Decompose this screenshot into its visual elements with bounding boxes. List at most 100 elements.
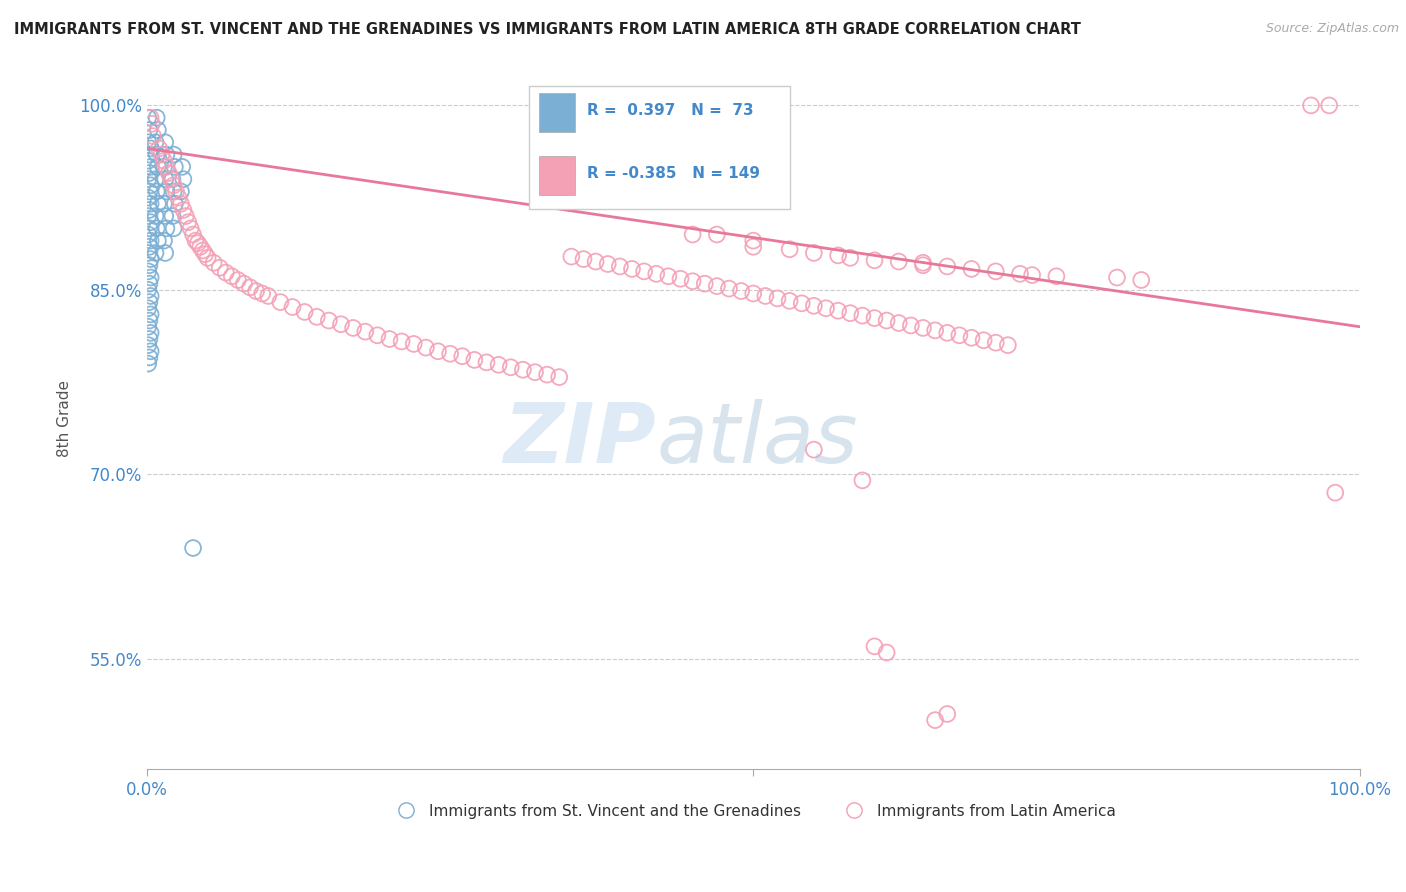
Point — [936, 326, 959, 340]
Point — [139, 141, 162, 155]
Point — [742, 234, 765, 248]
Point — [167, 191, 190, 205]
Point — [973, 333, 995, 347]
Point — [163, 178, 186, 193]
Point — [572, 252, 595, 266]
Point — [221, 269, 243, 284]
Point — [887, 316, 910, 330]
Point — [439, 347, 461, 361]
Point — [150, 147, 173, 161]
Point — [318, 313, 340, 327]
Point — [499, 360, 522, 375]
FancyBboxPatch shape — [529, 86, 790, 209]
Point — [191, 244, 214, 258]
Point — [136, 319, 159, 334]
Point — [145, 111, 167, 125]
Point — [402, 337, 425, 351]
Point — [281, 300, 304, 314]
Point — [657, 269, 679, 284]
Point — [139, 326, 162, 340]
Point — [269, 295, 291, 310]
Point — [851, 309, 873, 323]
Point — [936, 260, 959, 274]
Point — [177, 215, 200, 229]
Point — [194, 247, 217, 261]
Point — [1008, 267, 1031, 281]
Point — [155, 221, 177, 235]
Point — [863, 640, 886, 654]
Point — [184, 234, 207, 248]
Point — [138, 351, 160, 365]
Point — [142, 129, 165, 144]
Point — [851, 474, 873, 488]
Point — [145, 147, 167, 161]
Point — [136, 283, 159, 297]
Point — [924, 323, 946, 337]
Point — [138, 166, 160, 180]
Point — [163, 147, 186, 161]
Point — [148, 141, 170, 155]
Point — [488, 358, 510, 372]
Point — [153, 234, 176, 248]
Point — [911, 321, 934, 335]
Point — [145, 246, 167, 260]
Point — [153, 196, 176, 211]
Point — [633, 264, 655, 278]
Point — [136, 301, 159, 316]
Point — [730, 284, 752, 298]
Point — [138, 240, 160, 254]
Point — [139, 344, 162, 359]
Point — [936, 706, 959, 721]
Point — [839, 306, 862, 320]
Point — [524, 365, 547, 379]
FancyBboxPatch shape — [538, 156, 575, 194]
Point — [145, 185, 167, 199]
Point — [717, 282, 740, 296]
Point — [172, 160, 194, 174]
Point — [136, 264, 159, 278]
Point — [427, 344, 450, 359]
Text: ZIP: ZIP — [503, 400, 657, 481]
Point — [1317, 98, 1340, 112]
Text: R = -0.385   N = 149: R = -0.385 N = 149 — [588, 166, 761, 181]
Point — [984, 264, 1007, 278]
Point — [803, 246, 825, 260]
Point — [226, 273, 249, 287]
Point — [669, 272, 692, 286]
Point — [512, 362, 534, 376]
Text: atlas: atlas — [657, 400, 858, 481]
Point — [162, 172, 184, 186]
Point — [153, 160, 176, 174]
Point — [839, 251, 862, 265]
Point — [139, 196, 162, 211]
Point — [779, 242, 801, 256]
Point — [305, 310, 328, 324]
Point — [138, 295, 160, 310]
Point — [172, 172, 194, 186]
Point — [172, 202, 194, 217]
Point — [742, 240, 765, 254]
Point — [233, 277, 256, 291]
Point — [620, 261, 643, 276]
Point — [245, 284, 267, 298]
Point — [548, 370, 571, 384]
Point — [180, 221, 202, 235]
Point — [163, 221, 186, 235]
Point — [136, 191, 159, 205]
Point — [155, 160, 177, 174]
Point — [803, 442, 825, 457]
Point — [1299, 98, 1322, 112]
Point — [139, 289, 162, 303]
Point — [155, 185, 177, 199]
Point — [876, 646, 898, 660]
Point — [706, 227, 728, 242]
Point — [145, 221, 167, 235]
Point — [146, 123, 169, 137]
Point — [153, 153, 176, 168]
Point — [136, 227, 159, 242]
Point — [742, 286, 765, 301]
Point — [682, 274, 704, 288]
Point — [1105, 270, 1128, 285]
Point — [181, 227, 204, 242]
Point — [162, 209, 184, 223]
